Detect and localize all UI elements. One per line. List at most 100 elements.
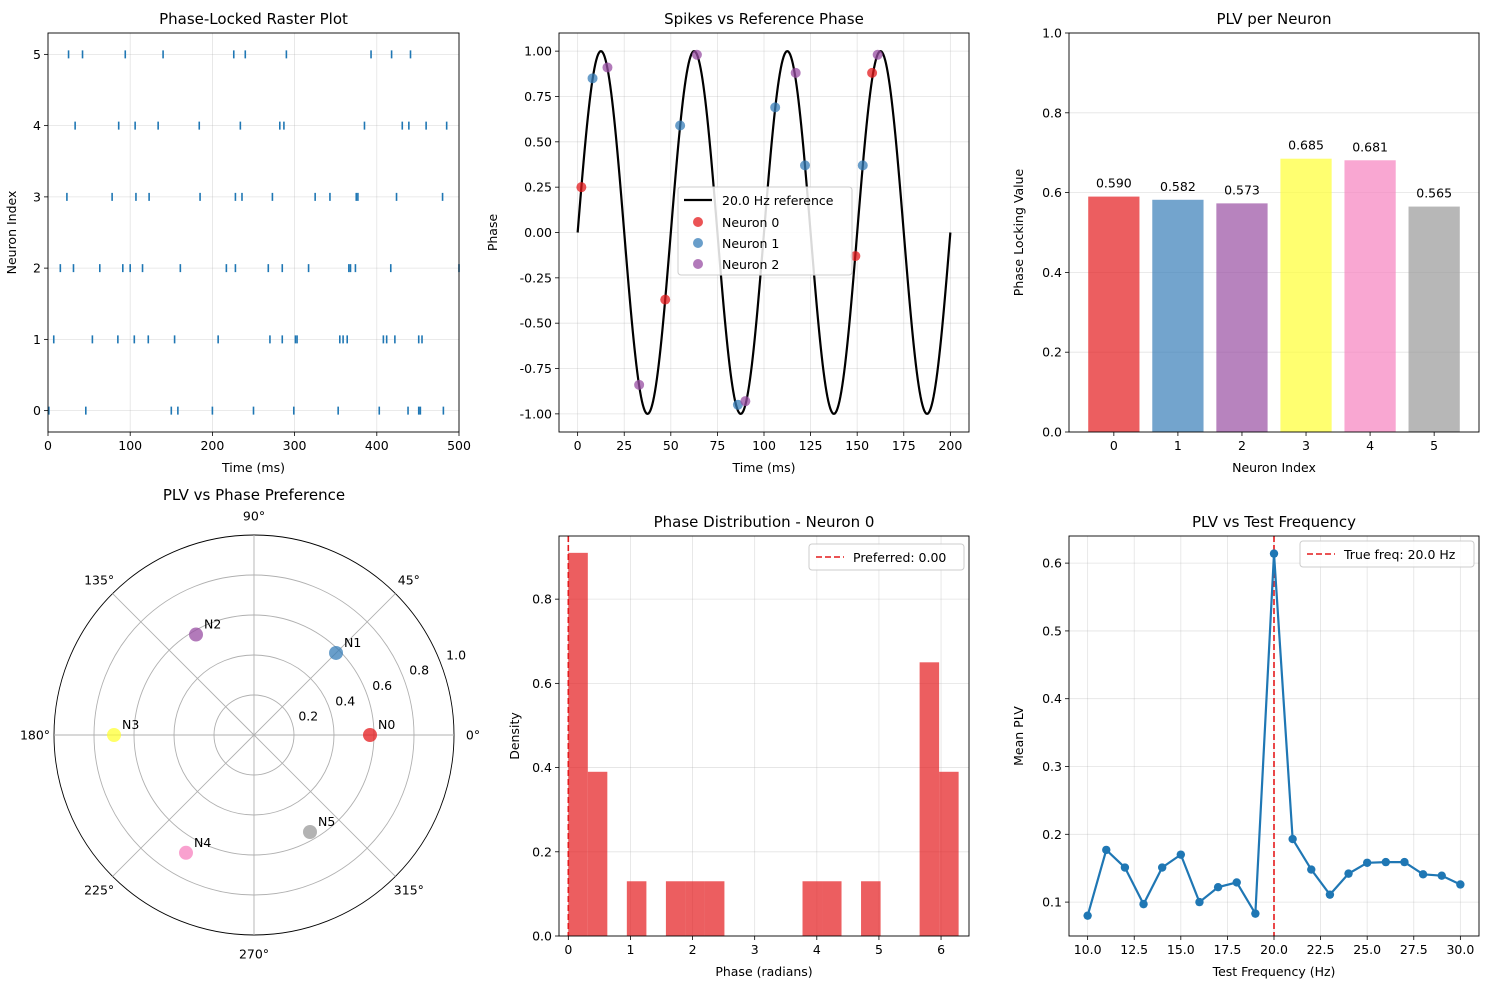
x-tick-label: 20.0	[1260, 942, 1288, 957]
x-tick-label: 0	[1110, 438, 1118, 453]
y-tick-label: 0.6	[1042, 556, 1062, 571]
x-tick-label: 0	[564, 942, 572, 957]
y-tick-label: 0.50	[524, 134, 552, 149]
spike-point	[675, 120, 686, 131]
radial-tick-label: 0.4	[335, 693, 355, 708]
point-label: N1	[344, 635, 361, 650]
x-tick-label: 4	[813, 942, 821, 957]
x-axis-label: Phase (radians)	[715, 964, 812, 979]
bar-value-label: 0.573	[1224, 182, 1260, 197]
bar-value-label: 0.685	[1288, 138, 1324, 153]
polar-point	[189, 627, 203, 642]
x-tick-label: 150	[845, 438, 869, 453]
radial-tick-label: 0.2	[298, 709, 318, 724]
x-axis-label: Time (ms)	[731, 460, 795, 475]
x-tick-label: 5	[1430, 438, 1438, 453]
y-tick-label: 0	[33, 403, 41, 418]
y-axis-label: Phase Locking Value	[1011, 168, 1026, 296]
plv-point	[1213, 882, 1223, 892]
frequency-chart: 10.0 12.5 15.0 17.5 20.0 22.5 25.0 27.5 30.0 0.1 0…	[1011, 513, 1480, 979]
legend-label: True freq: 20.0 Hz	[1343, 547, 1456, 562]
x-tick-label: 27.5	[1400, 942, 1428, 957]
angle-tick-label: 90°	[243, 509, 265, 524]
y-tick-label: -1.00	[520, 406, 552, 421]
angle-tick-label: 270°	[239, 947, 269, 962]
histogram-bar	[587, 771, 608, 936]
y-axis-label: Mean PLV	[1011, 706, 1026, 766]
y-tick-label: 0.4	[532, 760, 552, 775]
x-tick-label: 25	[616, 438, 632, 453]
chart-title: PLV vs Phase Preference	[163, 486, 345, 504]
spike-point	[800, 160, 810, 171]
plv-point	[1381, 857, 1391, 867]
legend-box	[677, 186, 853, 276]
y-tick-label: 0.2	[532, 844, 552, 859]
y-tick-label: 0.1	[1042, 895, 1062, 910]
spike-point	[850, 251, 861, 262]
chart-title: PLV vs Test Frequency	[1192, 513, 1356, 531]
angle-tick-label: 225°	[84, 882, 114, 897]
y-tick-label: 1	[33, 332, 41, 347]
y-tick-label: 0.6	[532, 676, 552, 691]
histogram-bar	[665, 881, 686, 936]
point-label: N0	[378, 717, 395, 732]
plv-point	[1437, 871, 1446, 880]
x-tick-label: 75	[709, 438, 725, 453]
x-tick-label: 50	[663, 438, 679, 453]
x-tick-label: 3	[751, 942, 759, 957]
angle-tick-label: 135°	[84, 573, 114, 588]
plv-point	[1269, 549, 1279, 558]
x-tick-label: 200	[200, 438, 224, 453]
y-tick-label: 0.4	[1042, 265, 1062, 280]
grid-spoke	[253, 734, 396, 877]
bar	[1088, 196, 1140, 432]
plv-point	[1400, 857, 1409, 867]
angle-tick-label: 180°	[20, 728, 50, 743]
sine-chart: 0 25 50 75 100 125 150 175 200 -1.00 -0.75 -0.50 -0.…	[485, 10, 970, 475]
legend-label: Preferred: 0.00	[853, 550, 946, 565]
x-tick-label: 1	[1174, 438, 1182, 453]
x-tick-label: 400	[365, 438, 389, 453]
histogram-bar	[822, 881, 842, 936]
x-tick-label: 500	[447, 438, 471, 453]
axes-frame	[47, 32, 460, 433]
bar	[1280, 158, 1332, 432]
y-tick-label: 4	[33, 118, 41, 133]
histogram-bar	[802, 881, 823, 936]
polar-chart: PLV vs Phase Preference 0° 45° 90° 135° 180° 2…	[20, 486, 480, 962]
y-tick-label: -0.25	[520, 270, 552, 285]
bar	[1344, 160, 1396, 432]
histogram-bar	[568, 552, 588, 936]
histogram-bar	[919, 662, 940, 936]
y-tick-label: 0.5	[1042, 623, 1062, 638]
bar-chart: 0.590 0.582 0.573 0.685 0.681 0.565 0 1 2 3 4 5 0.0 0…	[1011, 10, 1480, 475]
y-tick-label: 0.2	[1042, 827, 1062, 842]
y-tick-label: 3	[33, 189, 41, 204]
y-tick-label: 1.00	[524, 44, 552, 59]
spike-point	[790, 67, 801, 78]
histogram-bar	[704, 881, 725, 936]
polar-point	[329, 645, 344, 660]
spike-point	[740, 396, 751, 407]
histogram-bar	[939, 771, 959, 936]
x-tick-label: 3	[1302, 438, 1310, 453]
legend-box	[808, 543, 965, 571]
spike-point	[660, 294, 671, 305]
x-tick-label: 2	[1238, 438, 1246, 453]
y-tick-label: 0.75	[524, 89, 552, 104]
y-tick-label: 0.6	[1042, 185, 1062, 200]
spike-point	[770, 102, 781, 113]
polar-point	[107, 728, 121, 742]
grid-spoke	[112, 593, 255, 736]
radial-tick-label: 0.6	[372, 678, 392, 693]
x-tick-label: 6	[937, 942, 945, 957]
legend-marker	[693, 238, 703, 248]
y-tick-label: 0.8	[532, 592, 552, 607]
chart-title: Spikes vs Reference Phase	[664, 10, 864, 28]
spike-point	[587, 73, 598, 84]
point-label: N2	[204, 617, 221, 632]
bar-value-label: 0.565	[1416, 186, 1452, 201]
y-tick-label: 0.00	[524, 225, 552, 240]
angle-tick-label: 45°	[398, 573, 420, 588]
